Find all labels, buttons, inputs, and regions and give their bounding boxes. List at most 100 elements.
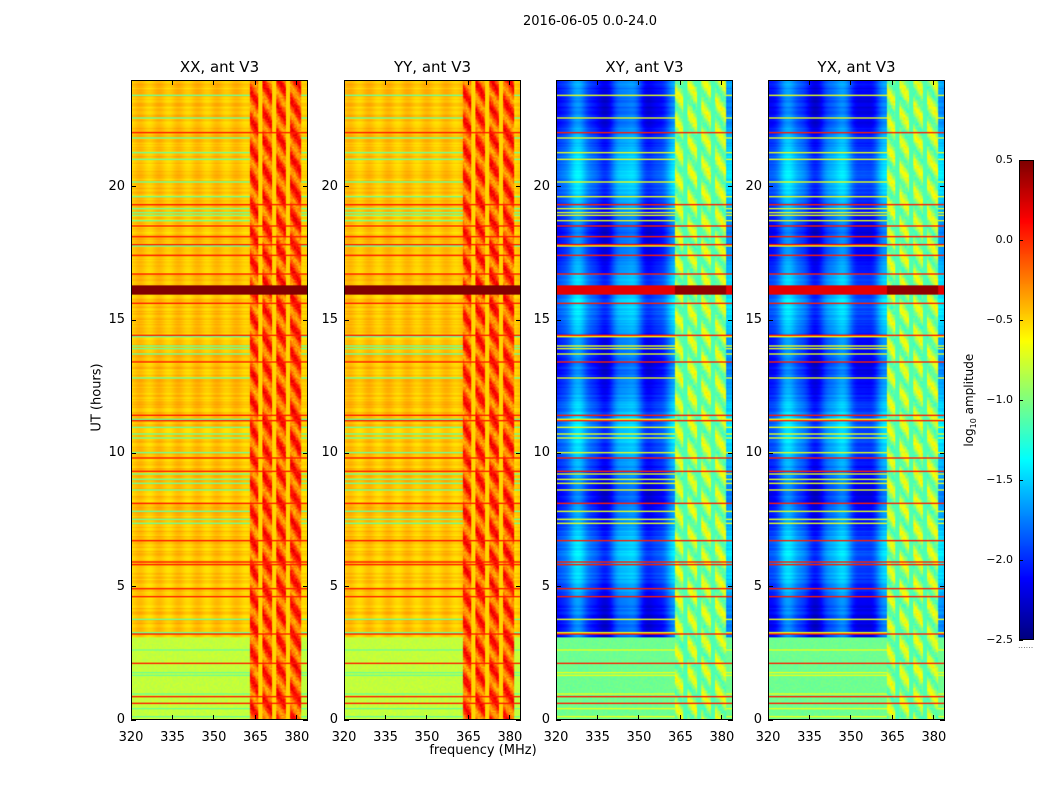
x-tick-mark (808, 80, 810, 85)
axes-frame (131, 80, 308, 720)
y-tick-mark (516, 719, 521, 721)
y-tick-mark (344, 452, 349, 454)
x-tick-mark (426, 715, 428, 720)
colorbar-gradient (1019, 160, 1034, 640)
y-tick-label: 0 (329, 712, 338, 727)
y-tick-label: 10 (321, 445, 338, 461)
panel-title: XX, ant V3 (179, 58, 260, 76)
axes-frame (556, 80, 733, 720)
heatmap-panel: YY, ant V3 0 5 10 15 20 320 335 350 365 380 (321, 58, 522, 745)
y-tick-mark (768, 586, 773, 588)
x-tick-label: 380 (709, 730, 735, 745)
x-tick-label: 335 (160, 730, 185, 745)
y-tick-mark (303, 452, 308, 454)
y-tick-mark (768, 319, 773, 321)
y-tick-label: 0 (753, 712, 762, 727)
figure-title: 2016-06-05 0.0-24.0 (523, 14, 657, 29)
colorbar-label-log: log (961, 428, 976, 447)
colorbar-tick-mark (1019, 399, 1023, 401)
x-tick-mark (891, 80, 893, 85)
x-tick-label: 350 (201, 730, 227, 745)
y-tick-mark (728, 586, 733, 588)
colorbar-tick-mark (1019, 639, 1023, 641)
y-tick-mark (940, 186, 945, 188)
axes-frame (768, 80, 945, 720)
x-tick-label: 365 (456, 730, 481, 745)
x-tick-mark (596, 715, 598, 720)
y-tick-label: 15 (108, 312, 125, 327)
x-tick-mark (808, 715, 810, 720)
y-tick-label: 5 (753, 578, 762, 594)
x-tick-label: 320 (755, 730, 781, 745)
y-tick-mark (131, 586, 136, 588)
x-tick-label: 350 (838, 730, 864, 745)
y-tick-mark (344, 319, 349, 321)
x-tick-label: 380 (284, 730, 310, 745)
x-tick-label: 320 (331, 730, 357, 745)
x-tick-mark (130, 80, 132, 85)
y-tick-label: 20 (108, 178, 125, 194)
x-tick-mark (933, 715, 935, 720)
x-tick-mark (213, 80, 215, 85)
colorbar-label-rest: amplitude (961, 353, 976, 419)
x-tick-mark (296, 80, 298, 85)
heatmap-panel: XY, ant V3 0 5 10 15 20 320 335 350 365 380 (533, 58, 734, 745)
x-axis-label: frequency (MHz) (429, 743, 537, 758)
y-tick-mark (940, 319, 945, 321)
colorbar-tick-mark (1019, 319, 1023, 321)
y-tick-mark (940, 586, 945, 588)
x-tick-mark (638, 715, 640, 720)
x-tick-mark (721, 715, 723, 720)
y-tick-mark (728, 186, 733, 188)
y-tick-mark (344, 186, 349, 188)
y-tick-mark (516, 586, 521, 588)
y-tick-mark (303, 319, 308, 321)
x-tick-mark (296, 715, 298, 720)
y-tick-label: 10 (533, 445, 550, 461)
y-tick-label: 20 (533, 178, 550, 194)
x-tick-label: 335 (797, 730, 822, 745)
y-tick-label: 15 (745, 312, 762, 327)
y-tick-label: 5 (541, 578, 550, 594)
heatmap-image (556, 80, 733, 720)
x-tick-mark (850, 80, 852, 85)
y-tick-mark (556, 186, 561, 188)
axes-frame (344, 80, 521, 720)
x-tick-mark (467, 715, 469, 720)
x-tick-label: 350 (626, 730, 652, 745)
x-tick-mark (933, 80, 935, 85)
y-tick-mark (768, 452, 773, 454)
heatmap-image (344, 80, 521, 720)
x-tick-mark (384, 80, 386, 85)
x-tick-label: 320 (543, 730, 569, 745)
heatmap-panel: YX, ant V3 0 5 10 15 20 320 335 350 365 380 (745, 58, 946, 745)
x-tick-mark (426, 80, 428, 85)
colorbar-tick-label: 0.5 (995, 153, 1014, 166)
y-tick-mark (728, 719, 733, 721)
colorbar-tick-label: −2.5 (986, 633, 1013, 646)
colorbar-tick-label: 0.0 (995, 233, 1014, 246)
panel-title: YX, ant V3 (817, 58, 896, 76)
x-tick-mark (596, 80, 598, 85)
y-tick-mark (556, 452, 561, 454)
x-tick-mark (721, 80, 723, 85)
x-tick-label: 365 (243, 730, 268, 745)
y-axis-label: UT (hours) (89, 363, 105, 432)
x-tick-mark (130, 715, 132, 720)
y-tick-mark (728, 452, 733, 454)
y-tick-label: 5 (116, 578, 125, 594)
colorbar: 0.5 0.0 −0.5 −1.0 −1.5 −2.0 −2.5 (986, 153, 1034, 646)
colorbar-label: log10 amplitude (962, 350, 978, 450)
x-tick-mark (467, 80, 469, 85)
colorbar-footer: ...... (1018, 641, 1034, 650)
y-tick-mark (556, 586, 561, 588)
y-tick-mark (768, 719, 773, 721)
x-tick-mark (555, 80, 557, 85)
x-tick-mark (509, 80, 511, 85)
y-tick-mark (516, 319, 521, 321)
x-tick-mark (767, 715, 769, 720)
y-tick-mark (768, 186, 773, 188)
colorbar-tick-label: −2.0 (986, 553, 1013, 566)
y-tick-mark (344, 719, 349, 721)
colorbar-label-sub: 10 (969, 418, 979, 429)
